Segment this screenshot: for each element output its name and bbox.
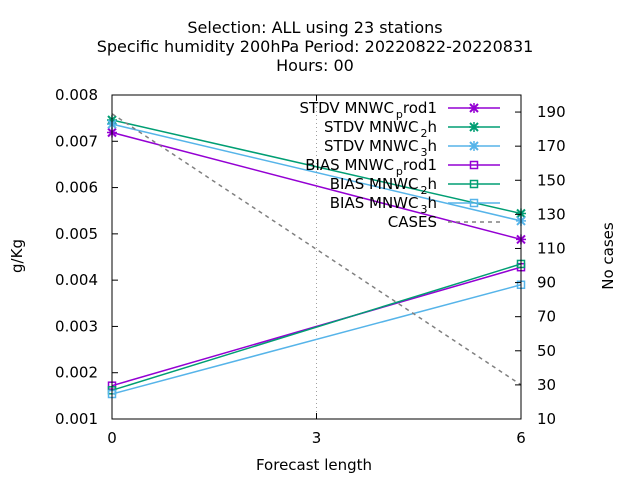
series-line-5 <box>111 284 522 395</box>
title-line-1: Selection: ALL using 23 stations <box>187 18 442 37</box>
y2-tick-label: 10 <box>537 410 556 428</box>
title-line-2: Specific humidity 200hPa Period: 2022082… <box>97 37 534 56</box>
series-line-0 <box>111 131 522 241</box>
legend-label: STDV MNWC 2h <box>324 118 437 140</box>
y-tick-label: 0.003 <box>55 317 98 335</box>
y2-tick-label: 30 <box>537 376 556 394</box>
y-tick-label: 0.004 <box>55 271 98 289</box>
series-line-2 <box>111 123 522 222</box>
series-line-1 <box>111 119 522 215</box>
axis-ticks: 0 3 6 0.001 0.002 0.003 0.004 0.005 0.006 0.007 0.… <box>55 86 566 447</box>
legend-sample-marker <box>469 141 479 151</box>
y-tick-label: 0.006 <box>55 179 98 197</box>
legend-entry-3: BIAS MNWC prod1 <box>305 156 500 178</box>
x-tick-label: 3 <box>312 429 322 447</box>
y-tick-label: 0.001 <box>55 410 98 428</box>
legend-entry-1: STDV MNWC 2h <box>324 118 500 140</box>
legend-label: BIAS MNWC prod1 <box>305 156 437 178</box>
y-tick-label: 0.008 <box>55 86 98 104</box>
legend-sample-marker <box>469 122 479 132</box>
y2-tick-label: 130 <box>537 205 566 223</box>
y2-tick-label: 110 <box>537 239 566 257</box>
x-axis-label: Forecast length <box>256 456 372 474</box>
y-tick-label: 0.005 <box>55 225 98 243</box>
legend-label: STDV MNWC prod1 <box>299 99 437 121</box>
y2-tick-label: 170 <box>537 137 566 155</box>
legend-label: BIAS MNWC 3h <box>330 194 437 216</box>
y-axis-label: g/Kg <box>8 239 26 273</box>
series-line-6 <box>111 113 522 386</box>
legend-entry-4: BIAS MNWC 2h <box>330 175 500 197</box>
x-tick-label: 6 <box>516 429 526 447</box>
y2-axis-label: No cases <box>599 222 617 290</box>
x-tick-label: 0 <box>107 429 117 447</box>
legend-label: BIAS MNWC 2h <box>330 175 437 197</box>
legend-sample-marker <box>469 179 479 189</box>
y-tick-label: 0.002 <box>55 364 98 382</box>
legend-sample-marker <box>469 160 479 170</box>
y2-tick-label: 90 <box>537 274 556 292</box>
y2-tick-label: 50 <box>537 342 556 360</box>
legend-entry-0: STDV MNWC prod1 <box>299 99 500 121</box>
legend-sample-marker <box>469 198 479 208</box>
legend-entry-6: CASES <box>388 213 500 231</box>
y2-tick-label: 70 <box>537 308 556 326</box>
legend-entry-2: STDV MNWC 3h <box>324 137 500 159</box>
legend-sample-marker <box>469 103 479 113</box>
y-tick-label: 0.007 <box>55 132 98 150</box>
title-line-3: Hours: 00 <box>276 56 354 75</box>
y2-tick-label: 150 <box>537 171 566 189</box>
legend-entry-5: BIAS MNWC 3h <box>330 194 500 216</box>
legend-label: CASES <box>388 213 437 231</box>
series-line-4 <box>111 263 522 392</box>
chart-title: Selection: ALL using 23 stations Specifi… <box>97 18 534 75</box>
legend-label: STDV MNWC 3h <box>324 137 437 159</box>
y2-tick-label: 190 <box>537 103 566 121</box>
